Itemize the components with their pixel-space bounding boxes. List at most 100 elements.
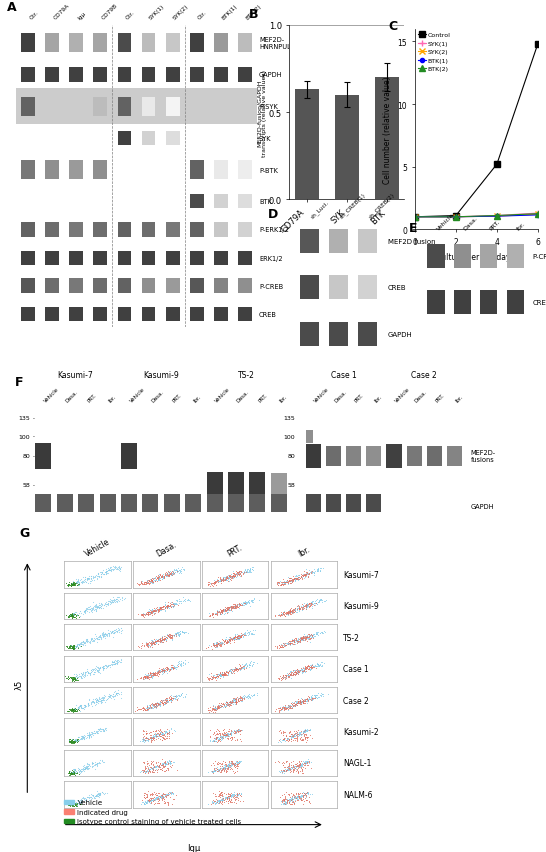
Point xyxy=(175,625,184,638)
Point xyxy=(298,569,307,583)
Point xyxy=(114,653,123,667)
Point xyxy=(70,674,79,688)
Point xyxy=(305,794,313,808)
Point xyxy=(215,790,224,803)
Point xyxy=(64,608,73,622)
Point xyxy=(211,640,220,653)
Point xyxy=(292,757,300,771)
Point xyxy=(176,658,185,671)
Point xyxy=(294,697,302,711)
Point xyxy=(274,671,283,685)
Point xyxy=(303,599,312,613)
Point xyxy=(223,761,232,774)
Point xyxy=(314,659,323,672)
Point xyxy=(147,637,156,651)
Point xyxy=(75,668,84,682)
Point xyxy=(305,791,313,804)
Point xyxy=(219,728,228,742)
Point xyxy=(70,766,79,780)
Point xyxy=(161,602,170,615)
Point xyxy=(79,791,88,804)
Point xyxy=(153,602,162,616)
Point xyxy=(290,602,299,615)
Point xyxy=(69,702,78,716)
Point xyxy=(314,595,323,608)
Point xyxy=(295,694,304,708)
Point xyxy=(289,574,298,588)
Point xyxy=(177,654,186,668)
Point xyxy=(164,567,173,581)
Point xyxy=(294,765,302,779)
Point xyxy=(73,640,81,653)
Point xyxy=(302,598,311,612)
Point xyxy=(73,765,81,779)
Point xyxy=(213,760,222,774)
Point xyxy=(155,760,163,774)
Point xyxy=(164,788,173,802)
Point xyxy=(147,794,156,808)
Point xyxy=(170,690,179,704)
Point xyxy=(215,763,224,777)
Point xyxy=(223,636,232,649)
Point xyxy=(234,756,243,769)
Point xyxy=(167,662,175,676)
Point xyxy=(302,598,311,612)
Point xyxy=(158,759,167,773)
Point xyxy=(304,568,313,582)
Point xyxy=(69,639,78,653)
Point xyxy=(233,662,241,676)
Point xyxy=(288,758,297,772)
Point xyxy=(225,570,234,584)
Point xyxy=(312,692,321,705)
Point xyxy=(164,757,173,771)
Point xyxy=(226,697,235,711)
Text: MEF2D-
fusions: MEF2D- fusions xyxy=(471,450,496,463)
Point xyxy=(206,764,215,778)
Point xyxy=(308,629,317,642)
Point xyxy=(147,604,156,618)
Point xyxy=(306,660,315,674)
Point xyxy=(226,602,235,615)
Point xyxy=(96,630,105,644)
Point xyxy=(171,597,180,611)
Point xyxy=(274,608,283,622)
Point xyxy=(317,593,325,607)
Point xyxy=(236,630,245,644)
Point xyxy=(227,727,236,740)
Point xyxy=(115,562,124,576)
Point xyxy=(288,696,297,710)
Point xyxy=(299,665,308,678)
Point xyxy=(280,763,288,776)
Point xyxy=(112,688,121,702)
Point xyxy=(164,755,173,769)
Point xyxy=(158,696,167,710)
Point xyxy=(286,763,294,777)
Point xyxy=(295,728,304,742)
Point xyxy=(176,596,185,610)
Point xyxy=(174,658,182,671)
Point xyxy=(73,732,81,746)
Point xyxy=(228,632,237,646)
FancyBboxPatch shape xyxy=(69,68,84,83)
Point xyxy=(152,668,161,682)
Point xyxy=(215,795,223,809)
Point xyxy=(140,703,149,717)
Point xyxy=(146,607,155,620)
Point xyxy=(180,626,189,640)
Point xyxy=(280,725,288,739)
Point xyxy=(92,789,100,803)
Point xyxy=(144,731,152,745)
Point xyxy=(236,660,245,674)
Point xyxy=(164,599,173,613)
Point xyxy=(306,659,314,672)
Point xyxy=(271,756,280,769)
Point xyxy=(68,766,76,780)
Point xyxy=(298,663,306,676)
Point xyxy=(240,691,248,705)
Point xyxy=(303,731,312,745)
FancyBboxPatch shape xyxy=(141,251,156,265)
Point xyxy=(99,692,108,705)
Point xyxy=(234,599,243,613)
Point xyxy=(157,728,166,742)
Point xyxy=(216,639,225,653)
